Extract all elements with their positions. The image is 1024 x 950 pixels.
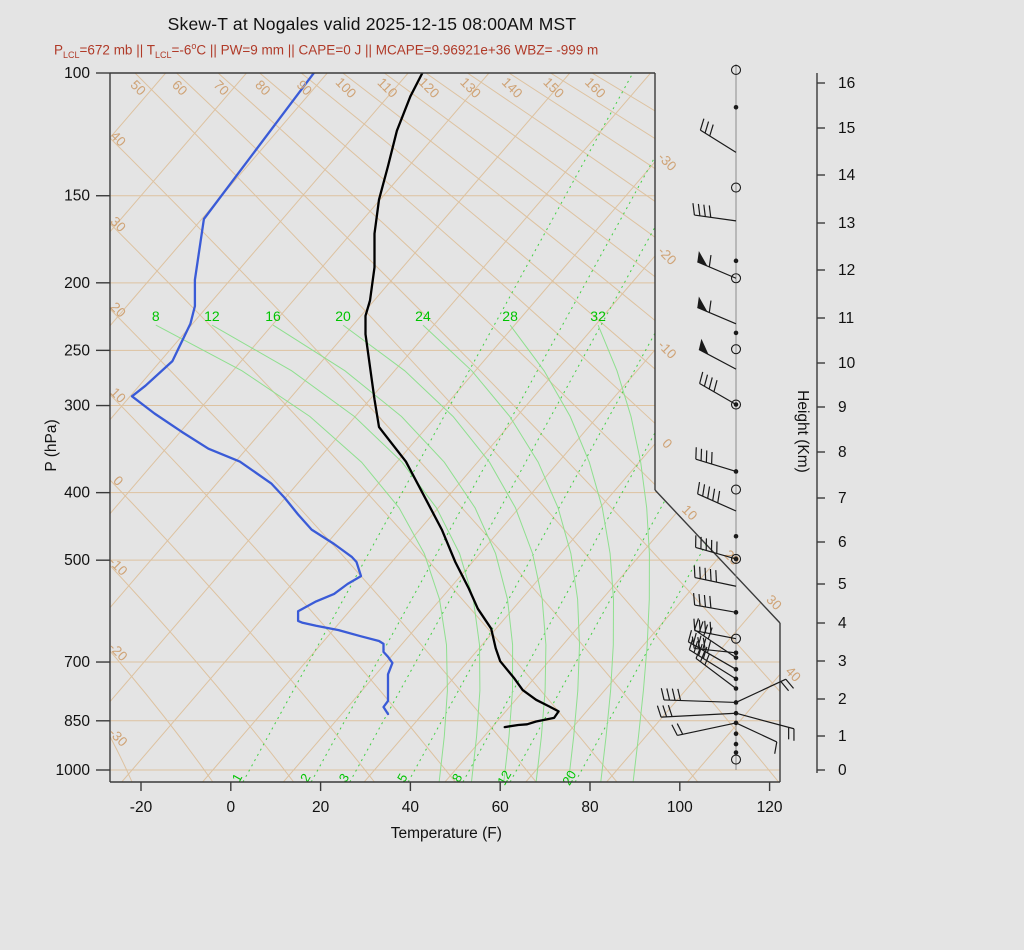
svg-text:850: 850 <box>64 713 90 730</box>
svg-text:-30: -30 <box>655 149 679 173</box>
svg-text:16: 16 <box>838 75 855 92</box>
svg-text:11: 11 <box>838 310 854 327</box>
svg-text:1000: 1000 <box>56 762 91 779</box>
svg-text:70: 70 <box>211 77 232 98</box>
svg-text:60: 60 <box>492 799 510 816</box>
svg-text:-20: -20 <box>130 799 153 816</box>
svg-text:60: 60 <box>169 77 190 98</box>
svg-text:Temperature (F): Temperature (F) <box>391 825 502 842</box>
svg-text:7: 7 <box>838 490 847 507</box>
svg-text:32: 32 <box>590 308 606 324</box>
svg-text:0: 0 <box>110 473 126 489</box>
sounding-curves <box>130 73 560 729</box>
svg-text:400: 400 <box>64 485 90 502</box>
svg-text:24: 24 <box>415 308 431 324</box>
svg-text:9: 9 <box>838 399 847 416</box>
svg-text:700: 700 <box>64 654 90 671</box>
svg-text:16: 16 <box>265 308 281 324</box>
svg-text:13: 13 <box>838 215 855 232</box>
svg-text:0: 0 <box>226 799 235 816</box>
svg-text:30: 30 <box>108 214 129 235</box>
svg-text:20: 20 <box>108 299 129 320</box>
svg-text:P (hPa): P (hPa) <box>43 419 60 471</box>
svg-text:0: 0 <box>659 436 675 452</box>
svg-text:0: 0 <box>838 762 847 779</box>
svg-text:40: 40 <box>108 128 129 149</box>
svg-text:6: 6 <box>838 534 847 551</box>
wind-barb-column <box>656 64 795 770</box>
svg-text:80: 80 <box>252 77 273 98</box>
svg-text:15: 15 <box>838 120 855 137</box>
svg-text:2: 2 <box>838 691 847 708</box>
svg-text:20: 20 <box>335 308 351 324</box>
svg-text:Height (Km): Height (Km) <box>794 390 811 473</box>
svg-text:120: 120 <box>757 799 783 816</box>
svg-text:300: 300 <box>64 398 90 415</box>
sounding-parameters-line: PLCL=672 mb || TLCL=-6oC || PW=9 mm || C… <box>54 41 599 61</box>
svg-text:-20: -20 <box>655 243 679 267</box>
svg-text:30: 30 <box>763 592 784 613</box>
svg-text:10: 10 <box>108 385 129 406</box>
svg-text:250: 250 <box>64 342 90 359</box>
svg-text:-10: -10 <box>655 337 679 361</box>
svg-text:8: 8 <box>838 444 847 461</box>
svg-text:200: 200 <box>64 275 90 292</box>
svg-text:80: 80 <box>581 799 599 816</box>
svg-text:40: 40 <box>402 799 420 816</box>
svg-text:1: 1 <box>838 728 847 745</box>
plot-frame <box>109 72 781 783</box>
svg-text:12: 12 <box>494 768 514 788</box>
svg-text:10: 10 <box>838 355 856 372</box>
page-title: Skew-T at Nogales valid 2025-12-15 08:00… <box>167 14 577 34</box>
svg-text:28: 28 <box>502 308 518 324</box>
svg-text:12: 12 <box>204 308 220 324</box>
svg-text:100: 100 <box>64 65 90 82</box>
svg-text:50: 50 <box>128 77 149 98</box>
svg-text:20: 20 <box>559 768 579 788</box>
svg-text:10: 10 <box>679 502 700 523</box>
svg-text:100: 100 <box>333 75 360 102</box>
svg-text:150: 150 <box>540 75 567 102</box>
svg-text:130: 130 <box>457 75 484 102</box>
svg-text:5: 5 <box>838 576 847 593</box>
svg-text:40: 40 <box>783 664 804 685</box>
svg-text:14: 14 <box>838 167 856 184</box>
svg-text:20: 20 <box>312 799 330 816</box>
svg-text:160: 160 <box>582 75 609 102</box>
svg-text:3: 3 <box>838 653 847 670</box>
svg-text:500: 500 <box>64 552 90 569</box>
svg-text:110: 110 <box>375 75 401 101</box>
svg-text:4: 4 <box>838 615 847 632</box>
svg-text:150: 150 <box>64 188 90 205</box>
svg-text:12: 12 <box>838 262 855 279</box>
svg-text:8: 8 <box>152 308 160 324</box>
svg-text:100: 100 <box>667 799 693 816</box>
